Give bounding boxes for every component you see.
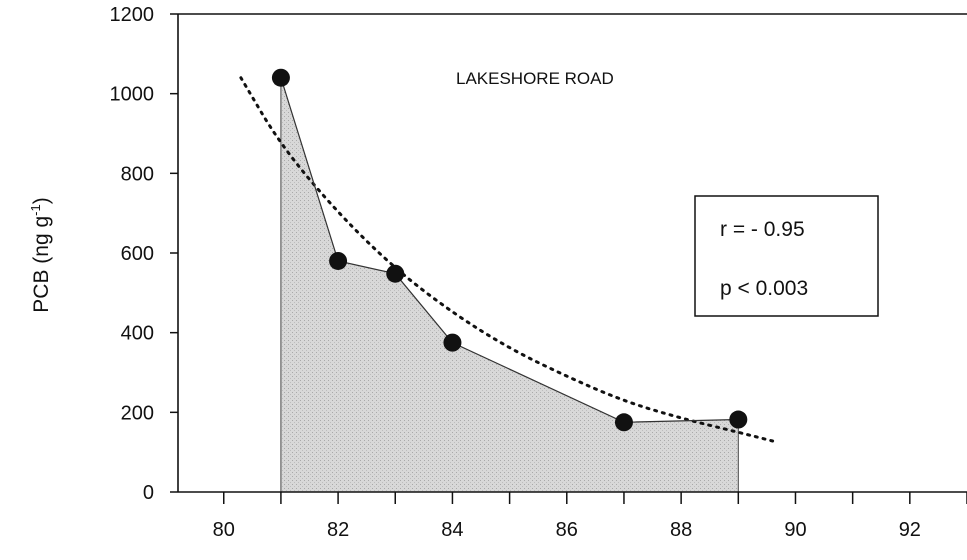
x-tick-label: 84	[441, 519, 463, 541]
trend-curve	[239, 76, 775, 443]
y-tick-label: 800	[121, 163, 154, 185]
stats-r-value: r = - 0.95	[720, 218, 805, 241]
x-tick-label: 90	[784, 519, 806, 541]
x-tick-label: 88	[670, 519, 692, 541]
y-axis-title-exponent: -1	[28, 204, 43, 216]
data-point	[614, 413, 633, 432]
data-point	[729, 410, 748, 429]
x-tick-label: 80	[213, 519, 235, 541]
y-tick-label: 200	[121, 402, 154, 424]
x-tick-label: 86	[556, 519, 578, 541]
y-axis-title-close: )	[30, 197, 53, 204]
series-line	[280, 77, 739, 423]
y-tick-label: 0	[143, 482, 154, 504]
x-tick-label: 82	[327, 519, 349, 541]
data-point	[271, 68, 290, 87]
area-fill	[280, 77, 739, 492]
data-point	[443, 333, 462, 352]
data-point	[329, 251, 348, 270]
y-axis-title: PCB (ng g-1)	[28, 197, 53, 312]
y-tick-label: 1200	[110, 4, 155, 26]
data-point	[386, 264, 405, 283]
y-tick-label: 1000	[110, 84, 155, 106]
chart-annotation: LAKESHORE ROAD	[456, 69, 614, 88]
stats-box	[694, 195, 879, 317]
stats-p-value: p < 0.003	[720, 277, 808, 300]
y-tick-label: 600	[121, 243, 154, 265]
y-tick-label: 400	[121, 323, 154, 345]
y-axis-title-main: PCB (ng g	[30, 216, 53, 313]
x-tick-label: 92	[899, 519, 921, 541]
